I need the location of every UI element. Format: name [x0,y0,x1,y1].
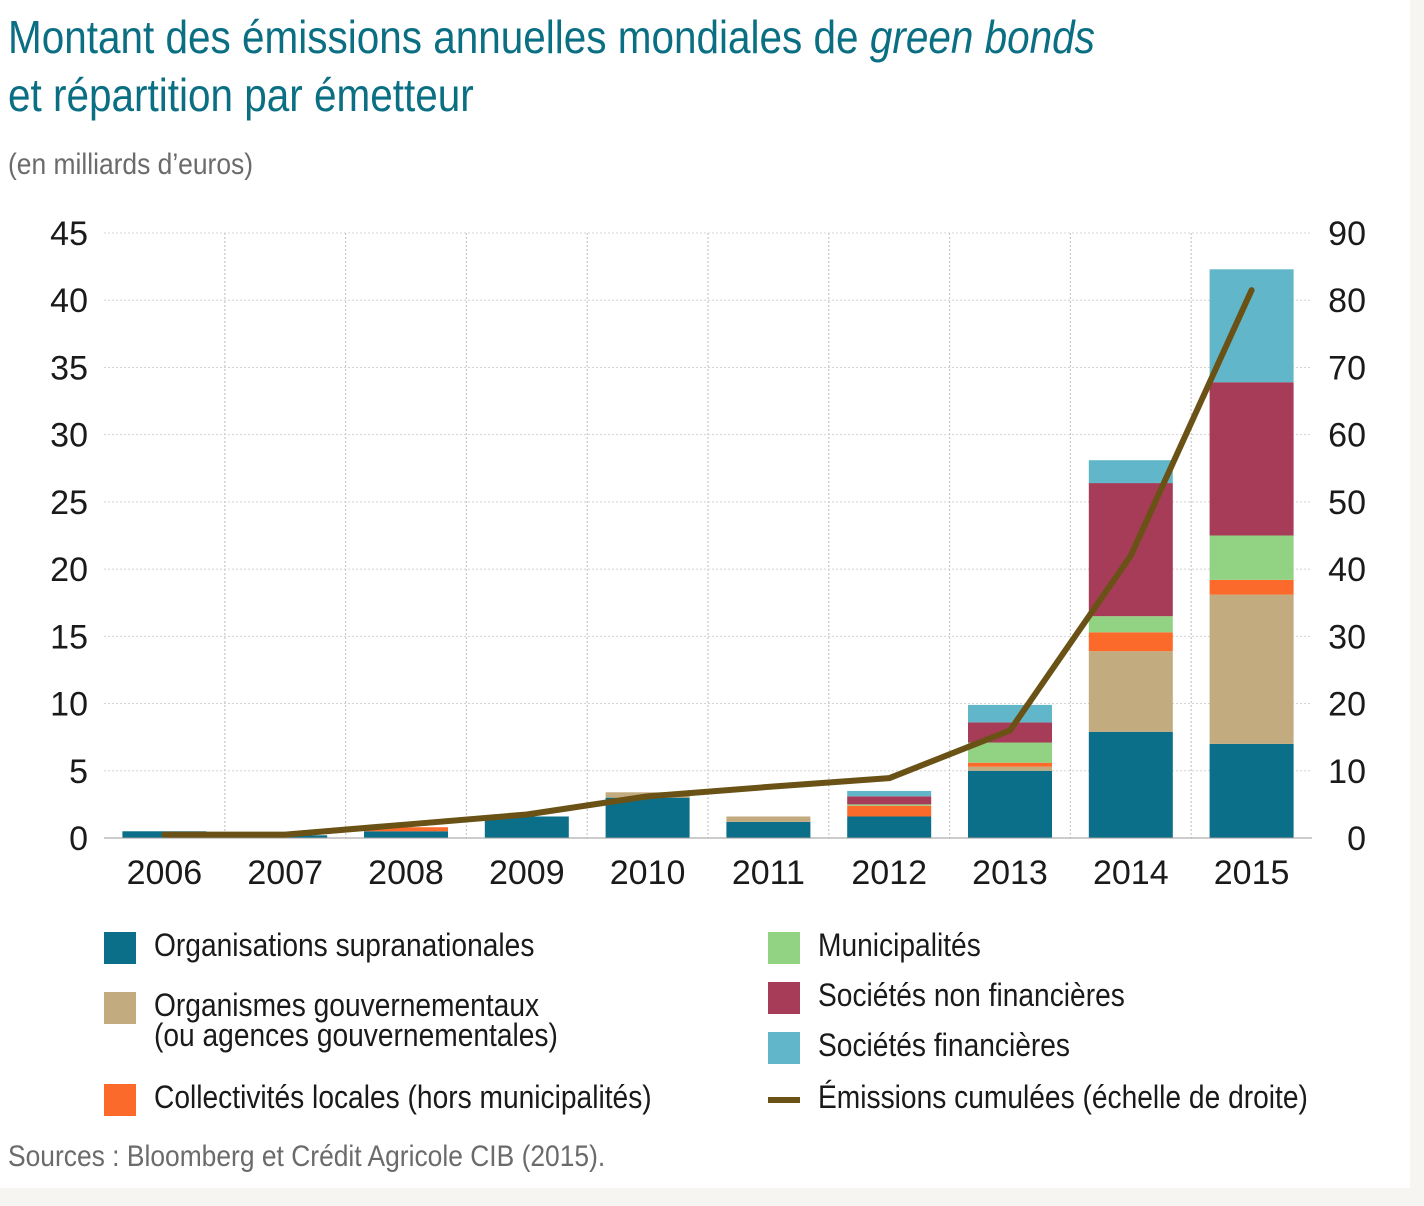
y-right-tick-label: 60 [1328,417,1366,455]
x-tick-label: 2012 [851,854,927,892]
y-left-tick-label: 45 [50,215,88,253]
title-line1-emphasis: green bonds [869,11,1095,63]
bar-governmental-2011 [726,816,811,822]
line-cumulative [161,287,1255,838]
y-right-tick-label: 50 [1328,484,1366,522]
bar-local-2012 [847,805,932,817]
right-margin [1410,0,1424,1206]
y-right-tick-label: 20 [1328,686,1366,724]
bar-local-2015 [1209,579,1294,595]
bar-governmental-2014 [1088,651,1173,732]
y-right-tick-label: 0 [1347,820,1366,858]
bar-supranational-2011 [726,821,811,838]
y-left-tick-label: 0 [69,820,88,858]
bar-financial-2014 [1088,460,1173,484]
y-right-tick-label: 10 [1328,753,1366,791]
bar-financial-2012 [847,790,932,797]
y-right-tick-label: 40 [1328,551,1366,589]
y-left-tick-label: 30 [50,417,88,455]
x-tick-label: 2007 [247,854,323,892]
x-tick-label: 2006 [127,854,203,892]
bar-financial-2013 [968,704,1052,723]
x-tick-label: 2011 [732,854,805,892]
y-left-tick-label: 5 [69,753,88,791]
bar-supranational-2010 [605,797,690,838]
title-line2: et répartition par émetteur [8,69,474,121]
x-tick-label: 2009 [489,854,565,892]
bar-governmental-2015 [1209,594,1294,744]
bar-municipal-2015 [1209,535,1294,580]
bar-supranational-2008 [364,831,448,838]
bar-nonfinancial-2012 [847,796,932,805]
y-left-tick-label: 35 [50,349,88,387]
y-left-tick-label: 25 [50,484,88,522]
bar-financial-2015 [1209,269,1294,383]
bottom-margin [0,1188,1424,1206]
bar-local-2014 [1088,632,1173,652]
bar-supranational-2014 [1088,731,1173,838]
bar-supranational-2009 [484,816,569,838]
bar-governmental-2013 [968,766,1052,771]
bar-municipal-2014 [1088,616,1173,633]
x-tick-label: 2010 [610,854,686,892]
y-left-tick-label: 40 [50,282,88,320]
y-right-tick-label: 70 [1328,349,1366,387]
x-tick-label: 2015 [1214,854,1290,892]
y-right-tick-label: 80 [1328,282,1366,320]
x-tick-label: 2013 [972,854,1048,892]
x-tick-label: 2008 [368,854,444,892]
bar-supranational-2015 [1209,743,1294,838]
y-right-tick-label: 90 [1328,215,1366,253]
bar-nonfinancial-2015 [1209,382,1294,536]
x-tick-label: 2014 [1093,854,1169,892]
bar-municipal-2013 [968,742,1052,763]
y-left-tick-label: 20 [50,551,88,589]
bar-local-2013 [968,762,1052,767]
y-left-tick-label: 15 [50,618,88,656]
chart-subtitle: (en milliards d’euros) [8,148,254,181]
source-note: Sources : Bloomberg et Crédit Agricole C… [8,1140,606,1173]
chart-title: Montant des émissions annuelles mondiale… [8,8,1095,124]
y-left-tick-label: 10 [50,686,88,724]
bar-local-2008 [364,827,448,832]
y-right-tick-label: 30 [1328,618,1366,656]
bar-municipal-2012 [847,804,932,806]
bar-supranational-2012 [847,816,932,838]
title-line1-prefix: Montant des émissions annuelles mondiale… [8,11,870,63]
bar-supranational-2013 [968,770,1052,838]
